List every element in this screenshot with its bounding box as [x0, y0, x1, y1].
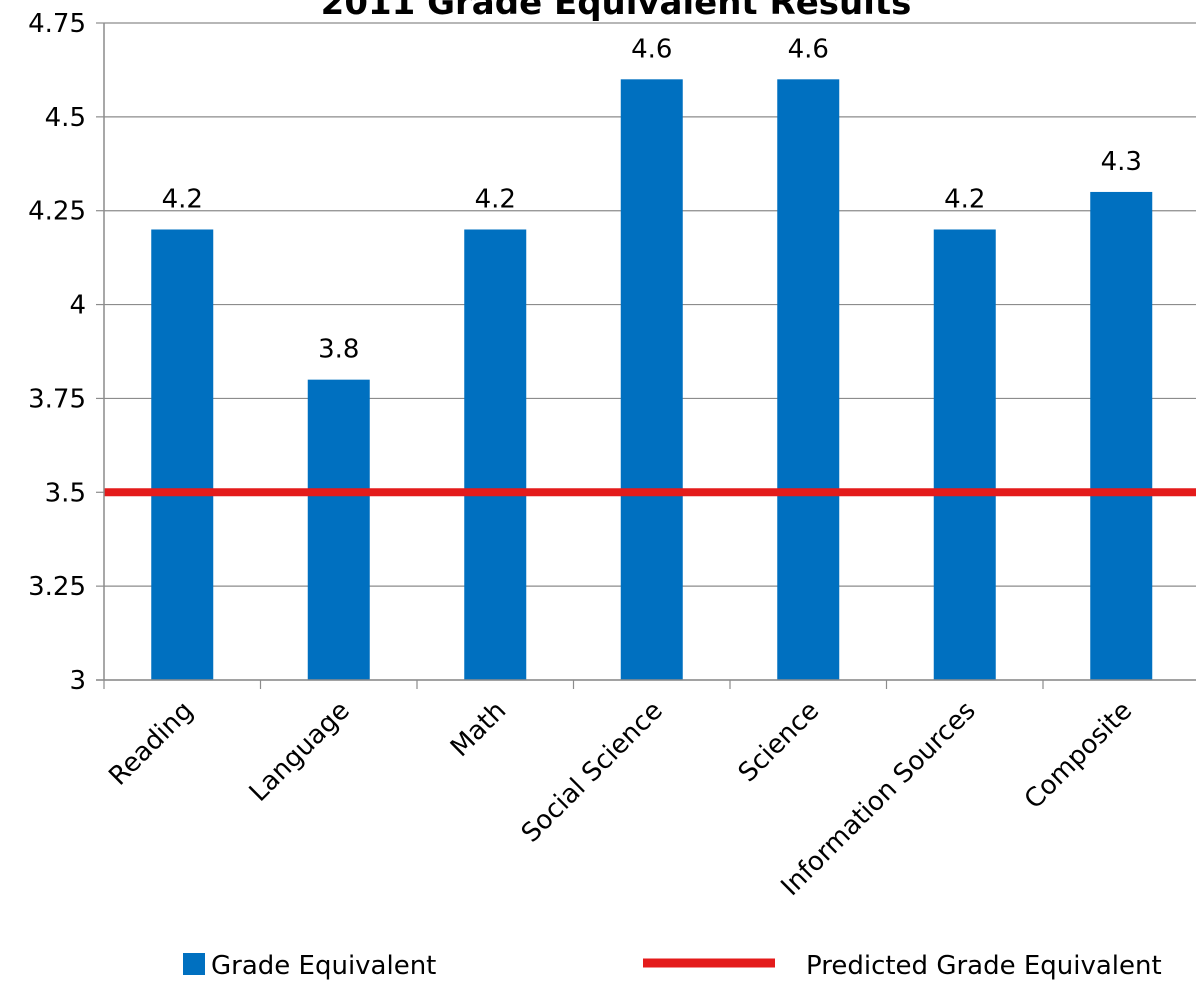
- legend-swatch-grade-equivalent: [183, 953, 205, 975]
- bar: [620, 79, 683, 681]
- data-label: 4.6: [631, 34, 672, 64]
- x-tick-label: Social Science: [516, 696, 669, 849]
- y-tick-label: 4.5: [45, 103, 86, 133]
- bar: [1090, 191, 1153, 680]
- y-tick-label: 4: [69, 291, 86, 321]
- x-tick-label: Science: [733, 696, 825, 788]
- legend-label-predicted-grade-equivalent: Predicted Grade Equivalent: [806, 951, 1162, 981]
- y-axis: 3 3.25 3.5 3.75 4 4.25 4.5 4.75: [28, 9, 105, 696]
- data-label: 4.2: [944, 184, 985, 214]
- data-label: 4.6: [788, 34, 829, 64]
- legend-label-grade-equivalent: Grade Equivalent: [211, 951, 436, 981]
- y-tick-label: 3: [69, 666, 86, 696]
- data-label: 4.3: [1101, 147, 1142, 177]
- y-tick-label: 3.75: [28, 384, 86, 414]
- y-tick-label: 3.25: [28, 572, 86, 602]
- chart-title: 2011 Grade Equivalent Results: [321, 0, 912, 23]
- data-labels: 4.2 3.8 4.2 4.6 4.6 4.2 4.3: [162, 34, 1142, 364]
- bar: [933, 229, 996, 680]
- bar: [777, 79, 840, 681]
- bar: [151, 229, 214, 680]
- x-axis: Reading Language Math Social Science Science…: [96, 679, 1196, 902]
- bar: [464, 229, 527, 680]
- y-tick-label: 3.5: [45, 478, 86, 508]
- x-tick-label: Composite: [1019, 696, 1138, 815]
- data-label: 4.2: [475, 184, 516, 214]
- x-tick-label: Language: [244, 696, 356, 808]
- y-tick-label: 4.75: [28, 9, 86, 39]
- bar: [307, 379, 370, 680]
- legend: Grade Equivalent Predicted Grade Equival…: [183, 951, 1162, 981]
- bars: [151, 79, 1153, 681]
- y-tick-label: 4.25: [28, 197, 86, 227]
- x-tick-label: Reading: [103, 696, 199, 792]
- data-label: 3.8: [318, 335, 359, 365]
- x-tick-label: Math: [445, 696, 512, 763]
- data-label: 4.2: [162, 184, 203, 214]
